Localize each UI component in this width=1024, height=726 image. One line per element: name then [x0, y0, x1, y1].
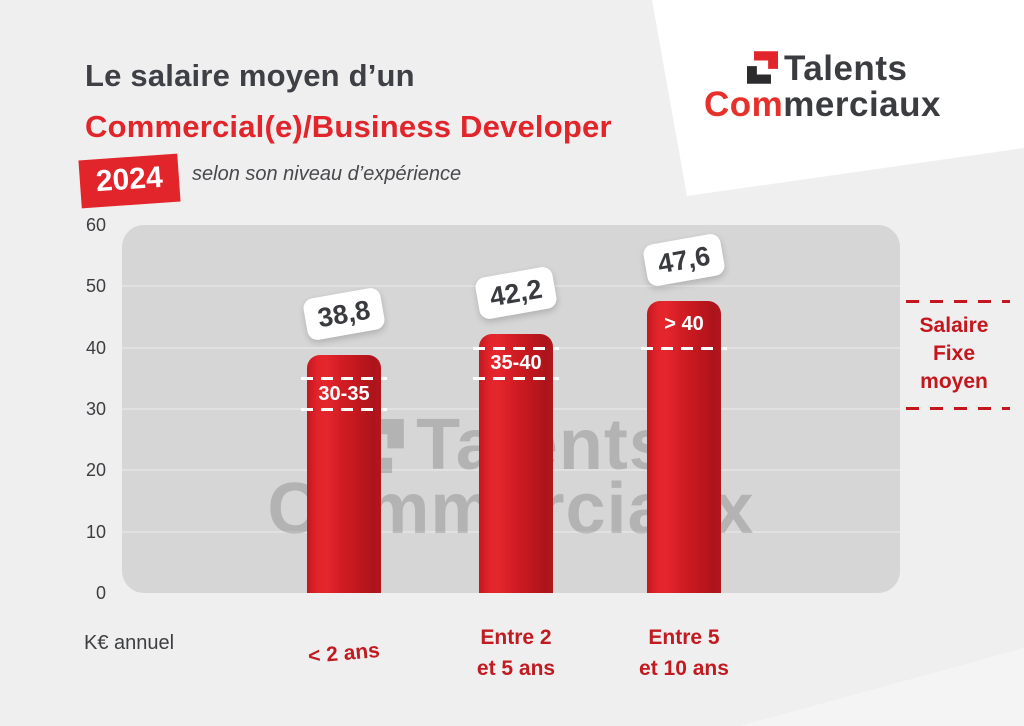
bottom-right-sliver: [740, 648, 1024, 726]
logo-word-talents: Talents: [784, 49, 908, 88]
annotation-line: moyen: [920, 370, 988, 393]
logo-icon: [747, 51, 778, 84]
y-tick-40: 40: [85, 337, 106, 358]
x-label-line: Entre 5: [648, 626, 720, 649]
fixed-range-dash: [301, 377, 387, 381]
x-label-line: Entre 2: [480, 626, 552, 649]
x-label-3: Entre 5 et 10 ans: [604, 622, 764, 684]
y-axis-unit-label: K€ annuel: [84, 632, 175, 654]
title-line-1: Le salaire moyen d’un: [85, 58, 415, 93]
y-tick-50: 50: [85, 276, 106, 297]
logo-word-commerciaux: Commerciaux: [704, 87, 941, 122]
subtitle: selon son niveau d’expérience: [192, 163, 462, 185]
fixed-range-label: 35-40: [490, 352, 542, 374]
fixed-range-dash: [301, 408, 387, 411]
year-badge: 2024: [78, 153, 181, 209]
salary-bar-3: [647, 301, 721, 593]
bars-layer: 30-35 38,8 35-40 42,2 > 40 47,6: [122, 225, 900, 593]
y-tick-0: 0: [95, 583, 106, 603]
annotation-line: Salaire: [919, 314, 989, 337]
fixed-range-dash: [473, 377, 559, 381]
value-callout: 38,8: [301, 286, 387, 342]
y-tick-30: 30: [85, 399, 106, 419]
y-tick-20: 20: [85, 460, 106, 481]
salary-bar-2: [479, 334, 553, 593]
value-callout: 47,6: [641, 232, 727, 288]
fixed-range-label: > 40: [664, 313, 704, 336]
fixed-range-dash: [473, 346, 559, 350]
logo-word-com: Com: [704, 85, 784, 124]
y-axis: 0 10 20 30 40 50 60: [52, 215, 106, 603]
logo-word-merciaux: merciaux: [783, 85, 941, 124]
x-label-2: Entre 2 et 5 ans: [436, 622, 596, 684]
y-tick-10: 10: [85, 521, 106, 542]
white-diagonal-band: [652, 0, 1024, 196]
fixed-range-label: 30-35: [318, 382, 370, 405]
annotation-dash-bottom: [906, 407, 1010, 410]
annotation-dash-top: [906, 300, 1010, 303]
annotation-line: Fixe: [932, 342, 976, 365]
fixed-salary-annotation: Salaire Fixe moyen: [898, 312, 1010, 396]
year-badge-label: 2024: [94, 160, 164, 199]
fixed-range-dash: [641, 346, 727, 350]
x-label-line: et 5 ans: [476, 657, 556, 680]
salary-bar-1: [307, 355, 381, 593]
y-tick-60: 60: [85, 215, 106, 235]
x-label-line: et 10 ans: [639, 657, 729, 680]
title-line-2: Commercial(e)/Business Developer: [85, 109, 612, 144]
value-callout: 42,2: [473, 265, 559, 321]
